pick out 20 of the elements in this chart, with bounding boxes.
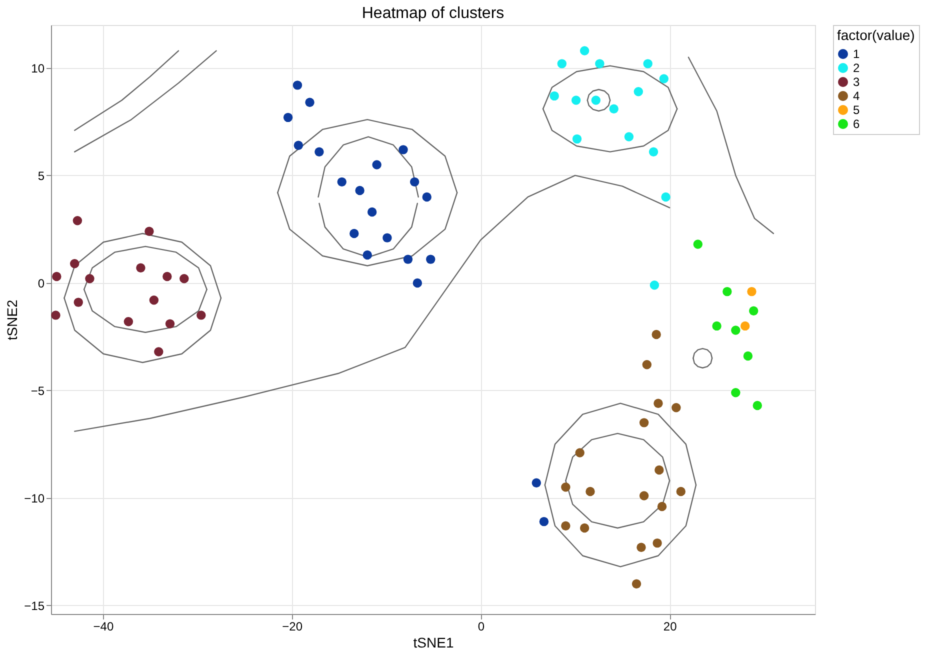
legend-label: 2 <box>853 61 860 75</box>
x-axis-title: tSNE1 <box>413 634 454 650</box>
legend-label: 3 <box>853 75 860 89</box>
y-tick-label: −15 <box>24 598 45 613</box>
legend-label: 4 <box>853 89 860 103</box>
y-tick-label: −10 <box>24 491 45 506</box>
legend-label: 5 <box>853 103 860 117</box>
y-tick-label: −5 <box>30 384 45 398</box>
legend-title: factor(value) <box>837 27 915 43</box>
x-tick-label: 20 <box>663 620 678 634</box>
y-tick-label: 5 <box>38 168 45 183</box>
legend-label: 6 <box>853 117 860 131</box>
x-tick-label: −20 <box>282 620 303 634</box>
y-tick-label: 0 <box>38 276 45 290</box>
x-tick-label: −40 <box>93 620 114 634</box>
legend-label: 1 <box>853 47 860 61</box>
y-axis-title: tSNE2 <box>4 300 20 340</box>
y-tick-label: 10 <box>31 61 45 76</box>
x-tick-label: 0 <box>478 620 485 634</box>
chart-title: Heatmap of clusters <box>362 5 504 22</box>
